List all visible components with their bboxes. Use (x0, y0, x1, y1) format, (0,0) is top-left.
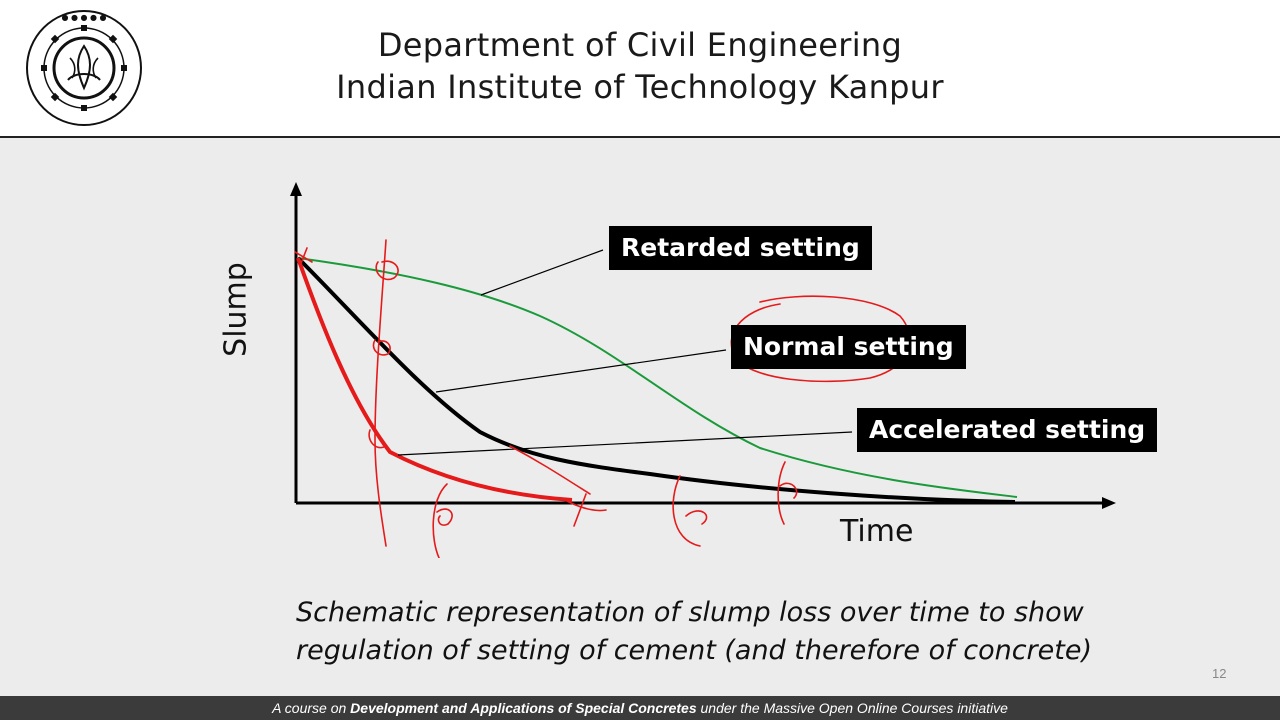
series-normal-line (296, 256, 1016, 504)
x-axis-label: Time (840, 514, 914, 549)
label-normal-setting: Normal setting (731, 325, 966, 369)
series-retarded-line (297, 257, 1018, 498)
department-title: Department of Civil Engineering (377, 26, 903, 64)
footer-prefix: A course on (272, 700, 351, 716)
leader-normal (435, 349, 727, 393)
handwritten-annotations (294, 239, 911, 558)
page-number: 12 (1212, 666, 1227, 681)
y-axis-arrow (290, 182, 302, 196)
svg-text:● ● ● ● ●: ● ● ● ● ● (61, 13, 106, 22)
footer-course-name: Development and Applications of Special … (350, 700, 697, 716)
figure-caption: Schematic representation of slump loss o… (296, 594, 1196, 670)
leader-accelerated (397, 431, 853, 456)
caption-line-1: Schematic representation of slump loss o… (296, 597, 1084, 628)
x-axis-arrow (1102, 497, 1116, 509)
slump-loss-chart (290, 182, 1116, 558)
title-block: Department of Civil Engineering Indian I… (160, 24, 1120, 108)
slide-header: ● ● ● ● ● Department of Civil Engineerin… (0, 0, 1280, 138)
iit-kanpur-seal-icon: ● ● ● ● ● (26, 10, 142, 126)
leader-retarded (480, 249, 604, 296)
caption-line-2: regulation of setting of cement (and the… (296, 635, 1092, 666)
institute-title: Indian Institute of Technology Kanpur (336, 68, 944, 106)
series-accelerated-line (296, 257, 573, 502)
y-axis-label: Slump (218, 262, 254, 357)
label-accelerated-setting: Accelerated setting (857, 408, 1158, 452)
footer-suffix: under the Massive Open Online Courses in… (696, 700, 1008, 716)
course-footer: A course on Development and Applications… (0, 696, 1280, 720)
label-retarded-setting: Retarded setting (609, 226, 872, 270)
